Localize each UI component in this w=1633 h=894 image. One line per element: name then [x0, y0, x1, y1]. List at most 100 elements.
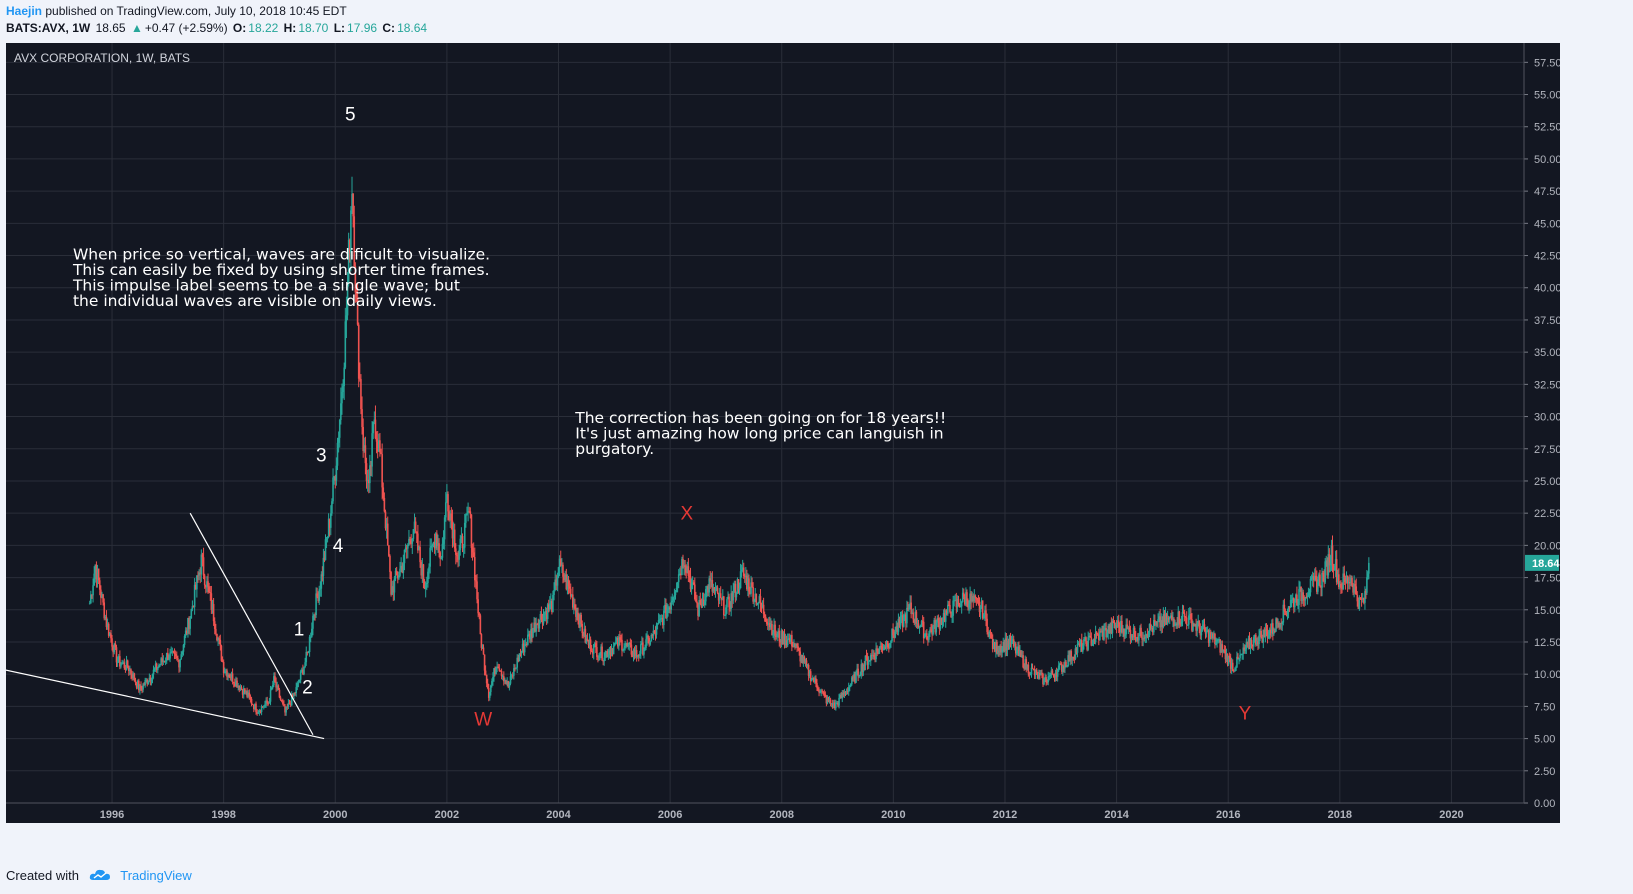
candle-body	[200, 554, 203, 575]
candle-body	[989, 631, 992, 633]
candle-body	[1020, 650, 1022, 658]
note-line: This can easily be fixed by using shorte…	[72, 261, 490, 279]
candle-body	[1317, 581, 1319, 592]
candle-body	[98, 580, 101, 590]
candle-body	[615, 637, 618, 643]
candle-body	[296, 683, 299, 688]
candle-body	[740, 569, 743, 572]
candle-body	[390, 572, 392, 595]
candle-body	[444, 502, 447, 518]
candle-body	[733, 583, 736, 591]
candle-body	[776, 633, 779, 637]
y-tick-label: 47.50	[1534, 186, 1560, 198]
candle-body	[965, 592, 967, 605]
candle-body	[916, 623, 919, 625]
open-value: 18.22	[248, 21, 279, 35]
candle-body	[244, 688, 246, 693]
candle-body	[890, 640, 892, 644]
candle-body	[147, 681, 150, 685]
note-line: the individual waves are visible on dail…	[73, 292, 437, 310]
candle-body	[515, 667, 517, 669]
candle-body	[817, 687, 819, 691]
candle-body	[583, 628, 586, 637]
candle-body	[889, 643, 891, 648]
candle-body	[240, 687, 243, 690]
candle-body	[1014, 643, 1017, 654]
candle-body	[794, 643, 796, 648]
candle-body	[469, 511, 472, 515]
y-tick-label: 57.50	[1534, 57, 1560, 69]
candle-body	[266, 700, 268, 704]
candle-body	[238, 685, 241, 690]
author-link[interactable]: Haejin	[6, 4, 43, 18]
candle-body	[1314, 575, 1317, 580]
candle-body	[129, 669, 131, 672]
candle-body	[203, 575, 206, 586]
candle-body	[785, 640, 788, 646]
candle-body	[483, 654, 486, 671]
candle-body	[604, 652, 607, 658]
candle-body	[467, 511, 469, 514]
candle-body	[568, 586, 571, 589]
candle-body	[978, 601, 981, 613]
candle-body	[1323, 574, 1325, 583]
candle-body	[433, 541, 436, 549]
candle-body	[829, 699, 832, 704]
candle-body	[613, 643, 616, 646]
candle-body	[977, 600, 980, 602]
candle-body	[519, 653, 522, 655]
candle-body	[591, 651, 594, 654]
candle-body	[570, 594, 573, 597]
candle-body	[1267, 635, 1270, 638]
candle-body	[1334, 559, 1337, 570]
candle-body	[292, 694, 294, 697]
candle-body	[729, 607, 731, 609]
candle-body	[843, 691, 846, 696]
candle-body	[970, 593, 972, 602]
last-price-badge	[1525, 554, 1559, 571]
candle-body	[606, 650, 609, 657]
candle-body	[520, 651, 523, 654]
candle-body	[539, 614, 542, 620]
price-chart[interactable]: 57.5055.0052.5050.0047.5045.0042.5040.00…	[6, 43, 1560, 823]
candle-body	[366, 479, 369, 482]
candle-body	[124, 667, 127, 670]
candle-body	[894, 631, 897, 638]
candle-body	[446, 494, 448, 503]
candle-body	[1068, 655, 1070, 662]
candle-body	[163, 660, 166, 662]
candle-body	[1050, 670, 1053, 676]
candle-body	[360, 379, 362, 410]
candle-body	[1228, 655, 1231, 659]
candle-body	[1034, 669, 1037, 676]
candle-body	[158, 665, 160, 668]
candle-body	[831, 703, 834, 708]
candle-body	[683, 565, 685, 567]
candle-body	[1345, 575, 1348, 582]
candle-body	[1296, 594, 1298, 606]
candle-body	[1270, 623, 1273, 634]
candle-body	[715, 587, 718, 589]
candle-body	[951, 615, 953, 618]
candle-body	[447, 494, 449, 512]
candle-body	[795, 643, 797, 648]
candle-body	[1105, 628, 1107, 638]
chart-note: The correction has been going on for 18 …	[574, 409, 946, 458]
candle-body	[324, 539, 327, 561]
tradingview-link[interactable]: TradingView	[120, 868, 192, 883]
candle-body	[764, 616, 767, 622]
candle-body	[440, 557, 443, 559]
candle-body	[621, 639, 623, 651]
candle-body	[1302, 592, 1305, 599]
candle-body	[348, 239, 351, 253]
candle-body	[1349, 582, 1351, 583]
candle-body	[665, 605, 667, 619]
candle-body	[321, 574, 324, 576]
candle-body	[1074, 648, 1077, 659]
candle-body	[1187, 615, 1190, 625]
y-tick-label: 40.00	[1534, 283, 1560, 295]
candle-body	[247, 692, 250, 697]
candle-body	[742, 567, 745, 577]
candle-body	[1164, 614, 1167, 623]
candle-body	[592, 644, 595, 654]
